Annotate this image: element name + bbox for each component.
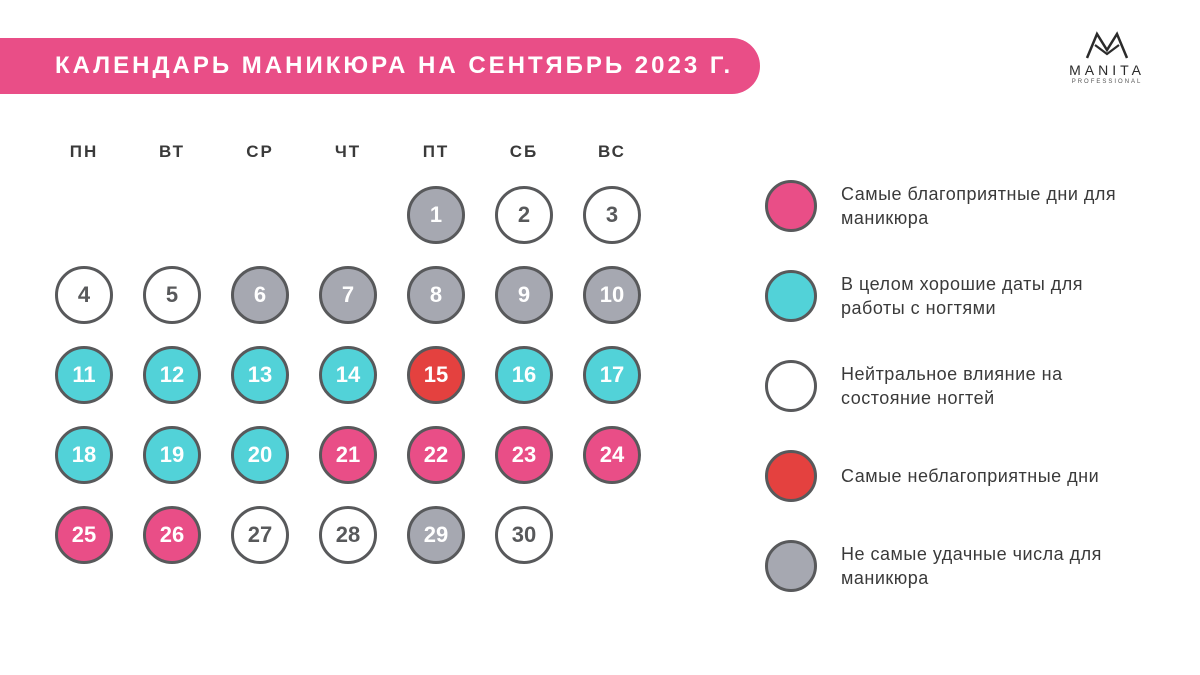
- brand-logo: MANITA PROFESSIONAL: [1069, 30, 1145, 85]
- day-cell: 19: [143, 426, 201, 484]
- day-cell: 6: [231, 266, 289, 324]
- weekday-header: ПН: [55, 140, 113, 164]
- day-empty: [319, 186, 377, 244]
- weekday-header: СР: [231, 140, 289, 164]
- day-cell: 23: [495, 426, 553, 484]
- title-bar: КАЛЕНДАРЬ МАНИКЮРА НА СЕНТЯБРЬ 2023 Г.: [0, 38, 760, 94]
- day-cell: 12: [143, 346, 201, 404]
- page-title: КАЛЕНДАРЬ МАНИКЮРА НА СЕНТЯБРЬ 2023 Г.: [55, 52, 733, 80]
- legend: Самые благоприятные дни для маникюра В це…: [765, 180, 1145, 592]
- legend-label: Самые неблагоприятные дни: [841, 464, 1099, 488]
- brand-subtitle: PROFESSIONAL: [1072, 79, 1143, 85]
- day-cell: 11: [55, 346, 113, 404]
- legend-label: В целом хорошие даты для работы с ногтям…: [841, 272, 1145, 321]
- weekday-header: СБ: [495, 140, 553, 164]
- day-cell: 8: [407, 266, 465, 324]
- day-cell: 3: [583, 186, 641, 244]
- day-cell: 28: [319, 506, 377, 564]
- day-cell: 27: [231, 506, 289, 564]
- day-empty: [143, 186, 201, 244]
- legend-swatch: [765, 450, 817, 502]
- weekday-header: ЧТ: [319, 140, 377, 164]
- day-cell: 2: [495, 186, 553, 244]
- day-cell: 18: [55, 426, 113, 484]
- day-cell: 14: [319, 346, 377, 404]
- day-empty: [55, 186, 113, 244]
- legend-item: Нейтральное влияние на состояние ногтей: [765, 360, 1145, 412]
- day-cell: 26: [143, 506, 201, 564]
- legend-item: Самые неблагоприятные дни: [765, 450, 1145, 502]
- legend-item: В целом хорошие даты для работы с ногтям…: [765, 270, 1145, 322]
- logo-icon: [1085, 30, 1129, 60]
- day-cell: 7: [319, 266, 377, 324]
- day-cell: 22: [407, 426, 465, 484]
- day-cell: 15: [407, 346, 465, 404]
- legend-swatch: [765, 180, 817, 232]
- day-cell: 17: [583, 346, 641, 404]
- day-cell: 10: [583, 266, 641, 324]
- day-cell: 30: [495, 506, 553, 564]
- legend-label: Самые благоприятные дни для маникюра: [841, 182, 1145, 231]
- day-empty: [231, 186, 289, 244]
- day-cell: 16: [495, 346, 553, 404]
- day-cell: 9: [495, 266, 553, 324]
- legend-label: Не самые удачные числа для маникюра: [841, 542, 1145, 591]
- day-cell: 4: [55, 266, 113, 324]
- day-cell: 13: [231, 346, 289, 404]
- legend-swatch: [765, 540, 817, 592]
- weekday-header: ВС: [583, 140, 641, 164]
- weekday-header: ВТ: [143, 140, 201, 164]
- weekday-header: ПТ: [407, 140, 465, 164]
- day-cell: 20: [231, 426, 289, 484]
- legend-label: Нейтральное влияние на состояние ногтей: [841, 362, 1145, 411]
- day-cell: 21: [319, 426, 377, 484]
- legend-swatch: [765, 360, 817, 412]
- day-cell: 29: [407, 506, 465, 564]
- calendar-grid: ПНВТСРЧТПТСБВС12345678910111213141516171…: [55, 140, 641, 564]
- day-cell: 25: [55, 506, 113, 564]
- legend-swatch: [765, 270, 817, 322]
- brand-name: MANITA: [1069, 62, 1145, 78]
- legend-item: Самые благоприятные дни для маникюра: [765, 180, 1145, 232]
- day-cell: 5: [143, 266, 201, 324]
- day-cell: 1: [407, 186, 465, 244]
- day-cell: 24: [583, 426, 641, 484]
- legend-item: Не самые удачные числа для маникюра: [765, 540, 1145, 592]
